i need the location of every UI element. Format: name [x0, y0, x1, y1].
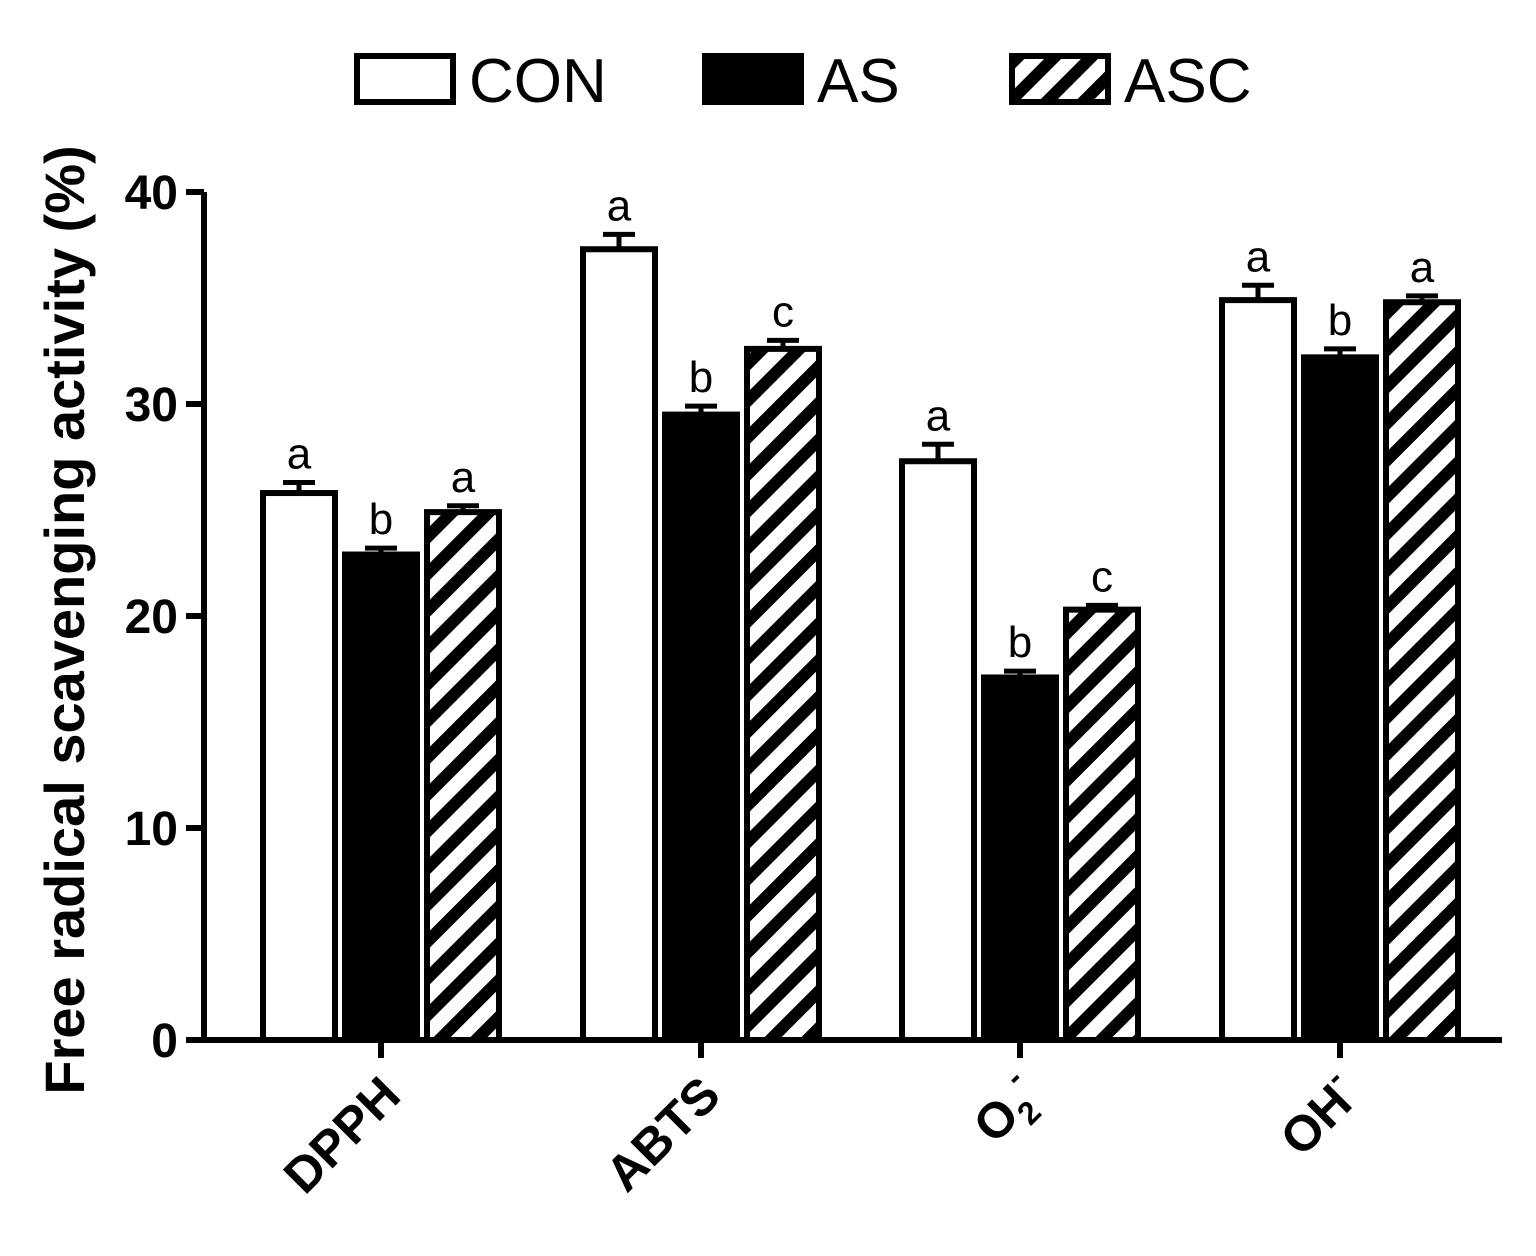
legend: CON AS ASC [354, 47, 1251, 116]
bar-asc [1383, 299, 1461, 1043]
significance-label: c [1091, 552, 1113, 601]
bar-con [1219, 297, 1297, 1043]
bar-asc [424, 509, 502, 1043]
significance-label: b [689, 353, 713, 402]
x-tick-label: ABTS [595, 1066, 731, 1202]
significance-label: b [369, 495, 393, 544]
y-tick-label: 40 [125, 167, 178, 220]
significance-label: b [1008, 618, 1032, 667]
bar-as [981, 674, 1059, 1043]
significance-label: b [1328, 296, 1352, 345]
x-tick-label: O2- [957, 1061, 1056, 1160]
bar-asc [744, 345, 822, 1043]
legend-label-con: CON [469, 47, 607, 116]
y-tick-label: 30 [125, 379, 178, 432]
bar-con [899, 458, 977, 1043]
bar-con [260, 490, 338, 1044]
x-tick-label: OH- [1264, 1061, 1370, 1167]
legend-swatch-as [702, 53, 804, 105]
significance-label: a [287, 429, 312, 478]
significance-label: a [451, 453, 476, 502]
y-axis-label: Free radical scavenging activity (%) [33, 145, 96, 1094]
legend-label-asc: ASC [1124, 47, 1251, 116]
bar-as [342, 551, 420, 1044]
bars: a b a a b c a b c a b a [260, 181, 1461, 1044]
y-tick-label: 10 [125, 803, 178, 856]
bar-as [1301, 354, 1379, 1043]
legend-label-as: AS [817, 47, 900, 116]
significance-label: a [1246, 232, 1271, 281]
bar-asc [1063, 606, 1141, 1043]
x-tick-label: DPPH [273, 1066, 411, 1204]
bar-con [580, 246, 658, 1044]
bar-as [662, 411, 740, 1044]
y-tick-label: 20 [125, 591, 178, 644]
significance-label: c [772, 287, 794, 336]
y-tick-label: 0 [151, 1015, 178, 1068]
significance-label: a [607, 181, 632, 230]
legend-swatch-asc [1009, 53, 1111, 105]
significance-label: a [926, 391, 951, 440]
legend-swatch-con [354, 53, 456, 105]
significance-label: a [1410, 243, 1435, 292]
